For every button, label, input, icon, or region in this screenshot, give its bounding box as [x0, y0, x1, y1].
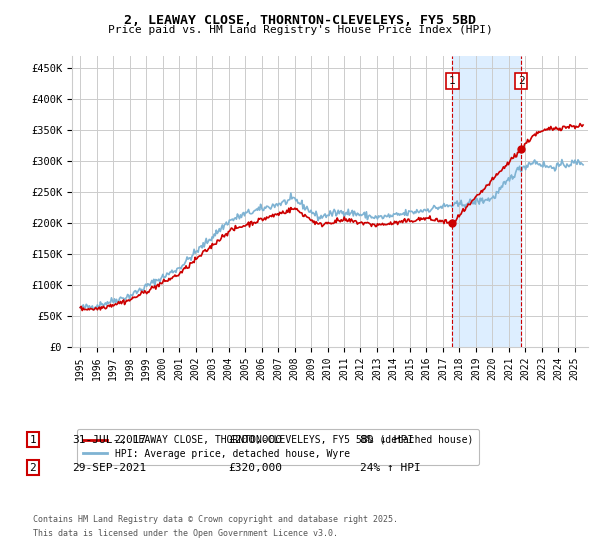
Text: Price paid vs. HM Land Registry's House Price Index (HPI): Price paid vs. HM Land Registry's House …	[107, 25, 493, 35]
Text: 24% ↑ HPI: 24% ↑ HPI	[360, 463, 421, 473]
Text: 1: 1	[29, 435, 37, 445]
Text: £200,000: £200,000	[228, 435, 282, 445]
Text: £320,000: £320,000	[228, 463, 282, 473]
Bar	[452, 56, 521, 347]
Text: 2: 2	[518, 76, 524, 86]
Text: 1: 1	[449, 76, 456, 86]
Text: This data is licensed under the Open Government Licence v3.0.: This data is licensed under the Open Gov…	[33, 529, 338, 538]
Text: 29-SEP-2021: 29-SEP-2021	[72, 463, 146, 473]
Text: 2, LEAWAY CLOSE, THORNTON-CLEVELEYS, FY5 5BD: 2, LEAWAY CLOSE, THORNTON-CLEVELEYS, FY5…	[124, 14, 476, 27]
Legend: 2, LEAWAY CLOSE, THORNTON-CLEVELEYS, FY5 5BD (detached house), HPI: Average pric: 2, LEAWAY CLOSE, THORNTON-CLEVELEYS, FY5…	[77, 429, 479, 465]
Text: 8% ↓ HPI: 8% ↓ HPI	[360, 435, 414, 445]
Text: 2: 2	[29, 463, 37, 473]
Text: 31-JUL-2017: 31-JUL-2017	[72, 435, 146, 445]
Text: Contains HM Land Registry data © Crown copyright and database right 2025.: Contains HM Land Registry data © Crown c…	[33, 515, 398, 524]
